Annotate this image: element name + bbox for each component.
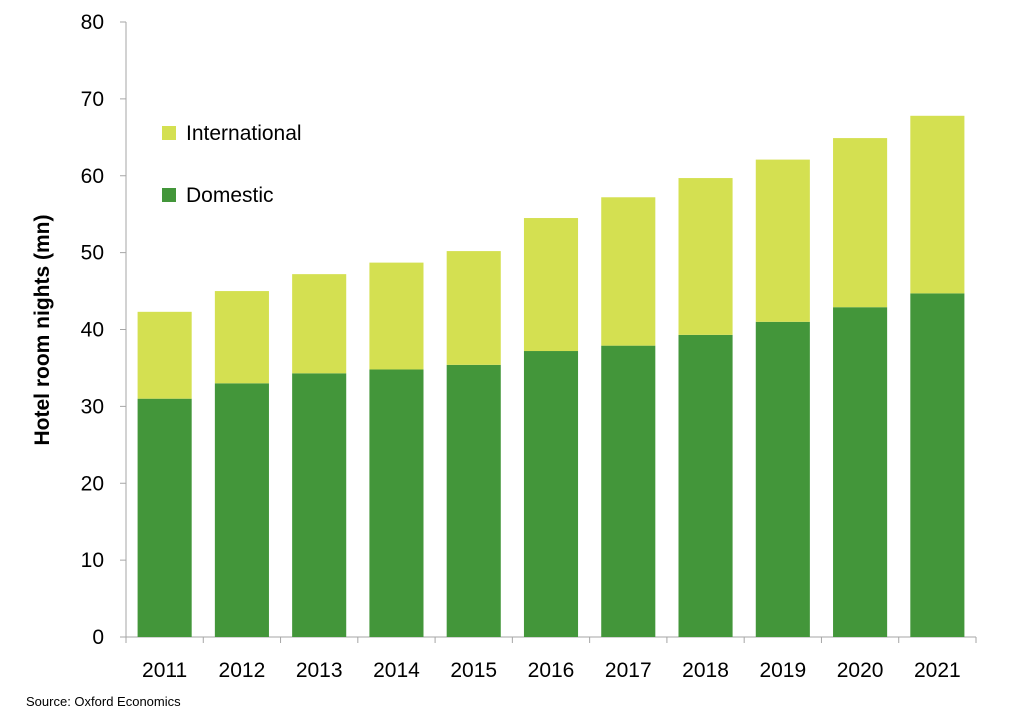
x-tick-label: 2020 — [837, 659, 884, 682]
x-tick-label: 2021 — [914, 659, 961, 682]
y-tick-label: 70 — [81, 88, 104, 111]
y-tick-label: 0 — [92, 626, 104, 649]
x-tick-label: 2014 — [373, 659, 420, 682]
y-tick-label: 20 — [81, 472, 104, 495]
x-tick-label: 2019 — [759, 659, 806, 682]
y-tick-label: 80 — [81, 11, 104, 34]
x-tick-label: 2016 — [528, 659, 575, 682]
y-tick-label: 50 — [81, 242, 104, 265]
y-axis-label: Hotel room nights (mn) — [31, 215, 54, 446]
x-tick-label: 2015 — [450, 659, 497, 682]
bar-international-2016 — [523, 218, 579, 352]
legend-swatch-domestic — [162, 188, 176, 202]
bar-domestic-2020 — [833, 307, 888, 637]
bars — [137, 115, 965, 637]
x-tick-label: 2017 — [605, 659, 652, 682]
y-tick-label: 40 — [81, 319, 104, 342]
bar-international-2015 — [446, 251, 501, 365]
tick-labels: 0 10 20 30 40 50 60 70 80 2011 2012 2013 2014 2015 201… — [81, 11, 961, 682]
bar-international-2013 — [292, 274, 347, 374]
bar-international-2014 — [369, 262, 424, 370]
legend-label-international: International — [186, 122, 302, 145]
y-tick-label: 30 — [81, 395, 104, 418]
bar-domestic-2016 — [523, 351, 579, 637]
x-tick-label: 2018 — [682, 659, 729, 682]
bar-domestic-2021 — [910, 293, 965, 637]
bar-domestic-2011 — [137, 398, 192, 637]
x-tick-label: 2013 — [296, 659, 343, 682]
source-note: Source: Oxford Economics — [26, 694, 181, 709]
bar-domestic-2014 — [369, 369, 424, 637]
y-tick-label: 10 — [81, 549, 104, 572]
legend-swatch-international — [162, 126, 176, 140]
bar-international-2018 — [678, 178, 733, 335]
bar-domestic-2019 — [755, 321, 810, 637]
bar-international-2019 — [755, 159, 810, 322]
bar-international-2021 — [910, 115, 965, 294]
bar-international-2011 — [137, 311, 192, 399]
x-tick-label: 2011 — [142, 659, 187, 682]
legend-label-domestic: Domestic — [186, 184, 274, 207]
bar-domestic-2015 — [446, 364, 501, 637]
bar-domestic-2012 — [214, 383, 269, 637]
legend: International Domestic — [162, 122, 302, 207]
bar-international-2012 — [214, 291, 269, 384]
bar-domestic-2017 — [601, 345, 656, 637]
bar-domestic-2018 — [678, 334, 733, 637]
bar-international-2017 — [601, 197, 656, 346]
bar-domestic-2013 — [292, 373, 347, 637]
x-tick-label: 2012 — [219, 659, 266, 682]
bar-international-2020 — [833, 138, 888, 308]
y-tick-label: 60 — [81, 165, 104, 188]
